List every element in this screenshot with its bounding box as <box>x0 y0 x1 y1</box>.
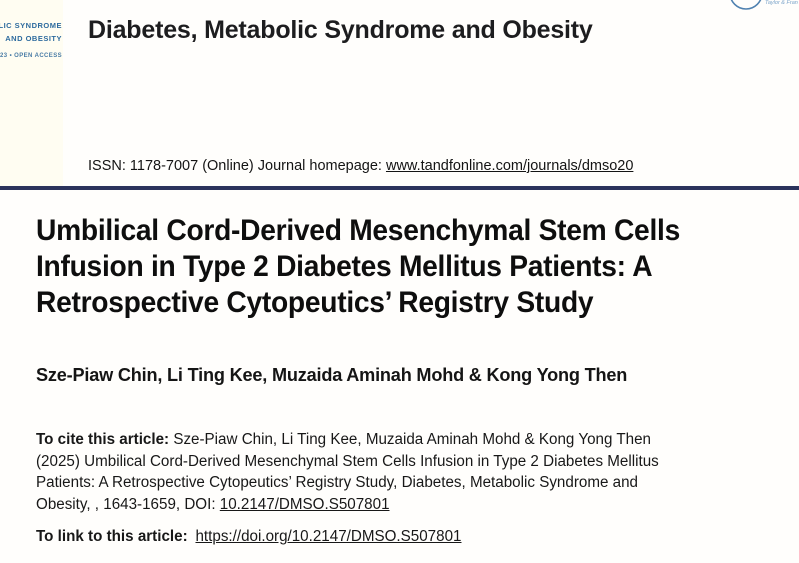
article-title: Umbilical Cord-Derived Mesenchymal Stem … <box>36 213 680 321</box>
article-title-line: Retrospective Cytopeutics’ Registry Stud… <box>36 286 594 319</box>
cite-label: To cite this article: <box>36 431 170 448</box>
link-paragraph: To link to this article: https://doi.org/… <box>36 528 461 546</box>
doi-link[interactable]: 10.2147/DMSO.S507801 <box>219 495 390 513</box>
cite-line: (2025) Umbilical Cord-Derived Mesenchyma… <box>36 452 659 470</box>
issn-homepage-label: ISSN: 1178-7007 (Online) Journal homepag… <box>88 158 386 174</box>
issn-line: ISSN: 1178-7007 (Online) Journal homepag… <box>88 158 633 174</box>
article-url-link[interactable]: https://doi.org/10.2147/DMSO.S507801 <box>195 528 462 545</box>
journal-homepage-link[interactable]: www.tandfonline.com/journals/dmso20 <box>385 158 634 174</box>
open-access-label: 023 • OPEN ACCESS <box>0 53 62 59</box>
journal-cover-title-line: LIC SYNDROME <box>0 21 62 30</box>
journal-title: Diabetes, Metabolic Syndrome and Obesity <box>88 16 593 44</box>
article-authors: Sze-Piaw Chin, Li Ting Kee, Muzaida Amin… <box>36 364 628 385</box>
article-title-line: Umbilical Cord-Derived Mesenchymal Stem … <box>36 214 680 247</box>
link-label: To link to this article: <box>36 528 188 545</box>
cite-line: Patients: A Retrospective Cytopeutics’ R… <box>36 474 638 491</box>
cite-authors-text: Sze-Piaw Chin, Li Ting Kee, Muzaida Amin… <box>169 431 651 448</box>
taylor-francis-wordmark: Taylor & Francis <box>765 0 798 6</box>
cite-paragraph: To cite this article: Sze-Piaw Chin, Li … <box>36 429 659 515</box>
cite-line: Obesity, , 1643-1659, DOI: 10.2147/DMSO.… <box>36 494 659 516</box>
journal-cover-thumbnail <box>0 0 63 186</box>
taylor-francis-globe-icon <box>730 0 762 10</box>
cite-doi-prefix: Obesity, , 1643-1659, DOI: <box>36 495 220 513</box>
header-divider <box>0 186 799 190</box>
cite-line: To cite this article: Sze-Piaw Chin, Li … <box>36 429 659 451</box>
article-title-line: Infusion in Type 2 Diabetes Mellitus Pat… <box>36 250 653 283</box>
journal-cover-title-line: AND OBESITY <box>5 34 62 43</box>
